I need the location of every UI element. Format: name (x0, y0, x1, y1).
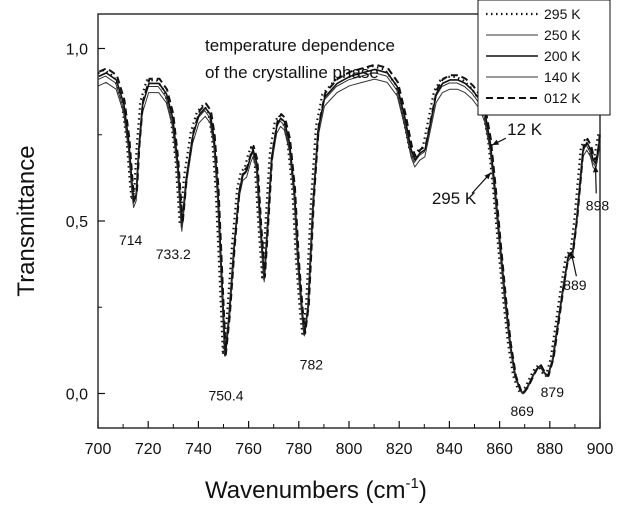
x-tick-label: 800 (336, 441, 363, 458)
legend: 295 K 250 K 200 K 140 K 012 K (477, 0, 611, 116)
x-tick-label: 900 (587, 441, 614, 458)
x-tick-label: 820 (386, 441, 413, 458)
peak-label: 869 (511, 403, 535, 419)
x-axis-label-close: ) (419, 477, 427, 504)
x-tick-label: 860 (486, 441, 513, 458)
temperature-label-12k: 12 K (507, 120, 543, 139)
arrow-head (484, 172, 491, 180)
series-lines (97, 63, 601, 395)
y-axis-label: Transmittance (13, 145, 40, 296)
series-line (97, 65, 600, 395)
y-tick-label: 0,0 (66, 387, 88, 404)
arrow-head (569, 252, 576, 259)
x-axis-label-main: Wavenumbers (cm (205, 477, 405, 504)
peak-label: 879 (541, 384, 565, 400)
x-tick-label: 700 (85, 441, 112, 458)
series-line (98, 63, 601, 395)
x-axis-label-sup: -1 (405, 475, 418, 492)
peak-label: 782 (300, 356, 324, 372)
peak-label: 898 (586, 198, 610, 214)
x-tick-label: 720 (135, 441, 162, 458)
legend-label: 250 K (544, 27, 581, 43)
x-tick-label: 840 (436, 441, 463, 458)
temperature-label-295k: 295 K (432, 189, 477, 208)
peak-label: 750.4 (208, 387, 243, 403)
x-tick-label: 780 (285, 441, 312, 458)
x-tick-label: 740 (185, 441, 212, 458)
legend-label: 140 K (544, 69, 581, 85)
legend-label: 200 K (544, 48, 581, 64)
peak-label: 733.2 (156, 246, 191, 262)
x-tick-label: 880 (536, 441, 563, 458)
y-axis-ticks: 0,0 0,5 1,0 (66, 42, 105, 404)
y-tick-label: 0,5 (66, 214, 88, 231)
legend-label: 012 K (544, 90, 581, 106)
y-tick-label: 1,0 (66, 42, 88, 59)
inset-text-line-1: temperature dependence (205, 36, 395, 55)
legend-box (477, 0, 611, 116)
peak-label: 889 (563, 277, 587, 293)
x-tick-label: 760 (235, 441, 262, 458)
arrow-head (592, 165, 599, 173)
x-axis-ticks: 700 720 740 760 780 800 820 840 860 880 900 (85, 421, 614, 458)
inset-text-line-2: of the crystalline phase (205, 63, 379, 82)
x-axis-label: Wavenumbers (cm-1) (205, 475, 427, 504)
peak-label: 714 (119, 232, 143, 248)
annotations: 714 733.2 750.4 782 869 879 889 898 12 K 295 K (119, 120, 609, 419)
legend-label: 295 K (544, 6, 581, 22)
arrow-head (492, 139, 500, 146)
